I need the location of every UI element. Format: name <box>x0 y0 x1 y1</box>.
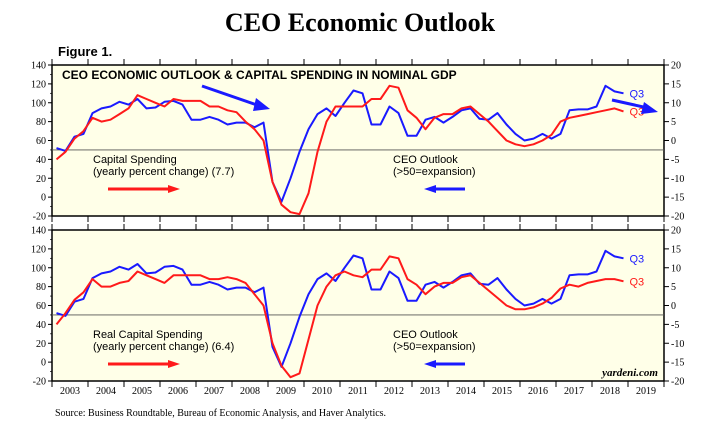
arrow-left-icon <box>424 360 436 368</box>
ceo-outlook-line <box>56 84 624 203</box>
x-tick-label: 2017 <box>564 386 584 397</box>
x-tick-label: 2004 <box>96 386 116 397</box>
y-right-tick-label: 20 <box>671 226 681 237</box>
y-right-tick-label: -10 <box>671 339 684 350</box>
source-note: Source: Business Roundtable, Bureau of E… <box>55 408 387 419</box>
arrow-right-icon <box>168 185 180 193</box>
x-tick-label: 2008 <box>240 386 260 397</box>
y-left-tick-label: 20 <box>36 339 46 350</box>
y-right-tick-label: 15 <box>671 79 681 90</box>
capex-legend-line2: (yearly percent change) (7.7) <box>93 166 234 178</box>
x-tick-label: 2018 <box>600 386 620 397</box>
y-right-tick-label: -10 <box>671 174 684 185</box>
y-right-tick-label: -5 <box>671 155 679 166</box>
y-left-tick-label: 100 <box>31 98 46 109</box>
page-title: CEO Economic Outlook <box>224 8 496 37</box>
x-tick-label: 2003 <box>60 386 80 397</box>
end-label-q3: Q3 <box>630 88 645 100</box>
y-left-tick-label: -20 <box>33 212 46 223</box>
x-tick-label: 2007 <box>204 386 224 397</box>
trend-arrow-line <box>201 84 261 108</box>
y-right-tick-label: 5 <box>671 117 676 128</box>
trend-arrow-down-icon <box>253 98 270 111</box>
y-right-tick-label: -15 <box>671 193 684 204</box>
capex-legend-line1: Real Capital Spending <box>93 329 202 341</box>
ceo-legend-line1: CEO Outlook <box>393 154 458 166</box>
arrow-right-icon <box>168 360 180 368</box>
y-left-tick-label: 0 <box>41 358 46 369</box>
ceo-legend-line2: (>50=expansion) <box>393 166 476 178</box>
y-left-tick-label: 20 <box>36 174 46 185</box>
figure-label: Figure 1. <box>58 44 113 59</box>
chart-title: CEO ECONOMIC OUTLOOK & CAPITAL SPENDING … <box>62 68 457 82</box>
trend-arrow-line-right <box>611 98 649 110</box>
x-tick-label: 2019 <box>636 386 656 397</box>
ceo-legend-line1: CEO Outlook <box>393 329 458 341</box>
y-right-tick-label: -15 <box>671 358 684 369</box>
y-right-tick-label: 10 <box>671 98 681 109</box>
ceo-legend-line2: (>50=expansion) <box>393 341 476 353</box>
end-label-q3: Q3 <box>630 106 645 118</box>
y-right-tick-label: 20 <box>671 61 681 72</box>
y-left-tick-label: 0 <box>41 193 46 204</box>
y-right-tick-label: 0 <box>671 301 676 312</box>
x-tick-label: 2011 <box>348 386 368 397</box>
x-tick-label: 2010 <box>312 386 332 397</box>
end-label-q3: Q3 <box>630 253 645 265</box>
plot-area-1 <box>51 64 665 217</box>
y-right-tick-label: 15 <box>671 244 681 255</box>
y-left-tick-label: 80 <box>36 282 46 293</box>
x-tick-label: 2013 <box>420 386 440 397</box>
y-left-tick-label: 100 <box>31 263 46 274</box>
y-right-tick-label: -20 <box>671 377 684 388</box>
y-right-tick-label: 5 <box>671 282 676 293</box>
y-right-tick-label: -20 <box>671 212 684 223</box>
capital-spending-line <box>55 84 624 216</box>
x-tick-label: 2012 <box>384 386 404 397</box>
x-tick-label: 2015 <box>492 386 512 397</box>
x-tick-label: 2016 <box>528 386 548 397</box>
trend-arrow-right-icon <box>641 102 658 114</box>
x-tick-label: 2006 <box>168 386 188 397</box>
y-left-tick-label: 60 <box>36 136 46 147</box>
y-left-tick-label: 80 <box>36 117 46 128</box>
y-left-tick-label: 140 <box>31 61 46 72</box>
capex-legend-line2: (yearly percent change) (6.4) <box>93 341 234 353</box>
y-right-tick-label: -5 <box>671 320 679 331</box>
x-tick-label: 2014 <box>456 386 476 397</box>
y-right-tick-label: 10 <box>671 263 681 274</box>
capital-spending-line <box>55 255 624 379</box>
y-left-tick-label: 140 <box>31 226 46 237</box>
y-left-tick-label: -20 <box>33 377 46 388</box>
y-left-tick-label: 40 <box>36 320 46 331</box>
y-right-tick-label: 0 <box>671 136 676 147</box>
y-left-tick-label: 120 <box>31 79 46 90</box>
capex-legend-line1: Capital Spending <box>93 154 177 166</box>
y-left-tick-label: 60 <box>36 301 46 312</box>
plot-area-2 <box>51 229 665 382</box>
x-tick-label: 2009 <box>276 386 296 397</box>
end-label-q3: Q3 <box>630 276 645 288</box>
watermark: yardeni.com <box>600 367 658 379</box>
y-left-tick-label: 120 <box>31 244 46 255</box>
x-tick-label: 2005 <box>132 386 152 397</box>
arrow-left-icon <box>424 185 436 193</box>
y-left-tick-label: 40 <box>36 155 46 166</box>
